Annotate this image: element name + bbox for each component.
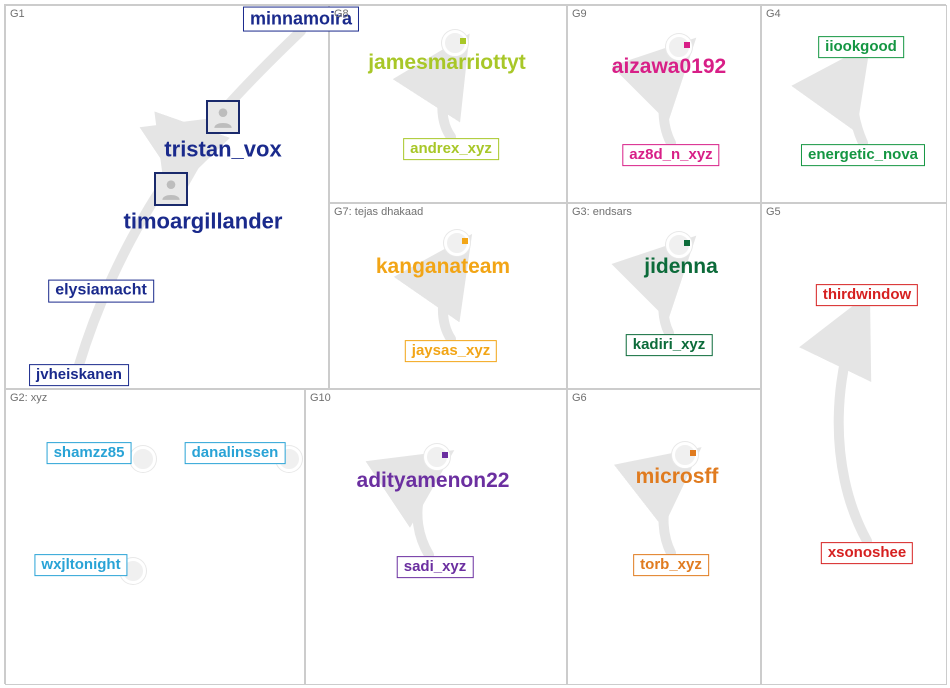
node-dot: [442, 452, 448, 458]
node-andrex_xyz[interactable]: andrex_xyz: [403, 138, 499, 160]
group-label: G6: [572, 392, 587, 404]
group-label: G10: [310, 392, 331, 404]
node-jidenna[interactable]: jidenna: [644, 256, 718, 278]
node-az8d_n_xyz[interactable]: az8d_n_xyz: [622, 144, 719, 166]
group-label: G9: [572, 8, 587, 20]
self-loop-ring: [130, 446, 156, 472]
node-sadi_xyz[interactable]: sadi_xyz: [397, 556, 474, 578]
node-dot: [462, 238, 468, 244]
node-xsonoshee[interactable]: xsonoshee: [821, 542, 913, 564]
node-thirdwindow[interactable]: thirdwindow: [816, 284, 918, 306]
node-wxjltonight[interactable]: wxjltonight: [34, 554, 127, 576]
node-energetic_nova[interactable]: energetic_nova: [801, 144, 925, 166]
node-elysiamacht[interactable]: elysiamacht: [48, 280, 154, 303]
group-label: G3: endsars: [572, 206, 632, 218]
group-label: G7: tejas dhakaad: [334, 206, 423, 218]
node-kanganateam[interactable]: kanganateam: [376, 256, 510, 278]
group-label: G5: [766, 206, 781, 218]
node-shamzz85[interactable]: shamzz85: [47, 442, 132, 464]
group-label: G1: [10, 8, 25, 20]
node-adityamenon22[interactable]: adityamenon22: [357, 470, 510, 492]
node-torb_xyz[interactable]: torb_xyz: [633, 554, 709, 576]
node-jvheiskanen[interactable]: jvheiskanen: [29, 364, 129, 386]
diagram-canvas: G1 G2: xyz G8 G7: tejas dhakaad G10 G9 G3: end…: [4, 4, 946, 684]
group-label: G8: [334, 8, 349, 20]
node-dot: [684, 240, 690, 246]
node-jaysas_xyz[interactable]: jaysas_xyz: [405, 340, 497, 362]
edge: [839, 307, 867, 541]
node-microsff[interactable]: microsff: [636, 466, 719, 488]
node-dot: [684, 42, 690, 48]
node-kadiri_xyz[interactable]: kadiri_xyz: [626, 334, 713, 356]
group-label: G4: [766, 8, 781, 20]
edge: [852, 57, 863, 143]
node-iiookgood[interactable]: iiookgood: [818, 36, 904, 58]
avatar-icon: [206, 100, 240, 134]
group-label: G2: xyz: [10, 392, 47, 404]
node-danalinssen[interactable]: danalinssen: [185, 442, 286, 464]
node-timoargillander[interactable]: timoargillander: [124, 209, 283, 232]
avatar-icon: [154, 172, 188, 206]
node-aizawa0192[interactable]: aizawa0192: [612, 56, 726, 78]
node-jamesmarriottyt[interactable]: jamesmarriottyt: [368, 52, 526, 74]
node-dot: [460, 38, 466, 44]
node-dot: [690, 450, 696, 456]
node-tristan_vox[interactable]: tristan_vox: [164, 137, 281, 160]
